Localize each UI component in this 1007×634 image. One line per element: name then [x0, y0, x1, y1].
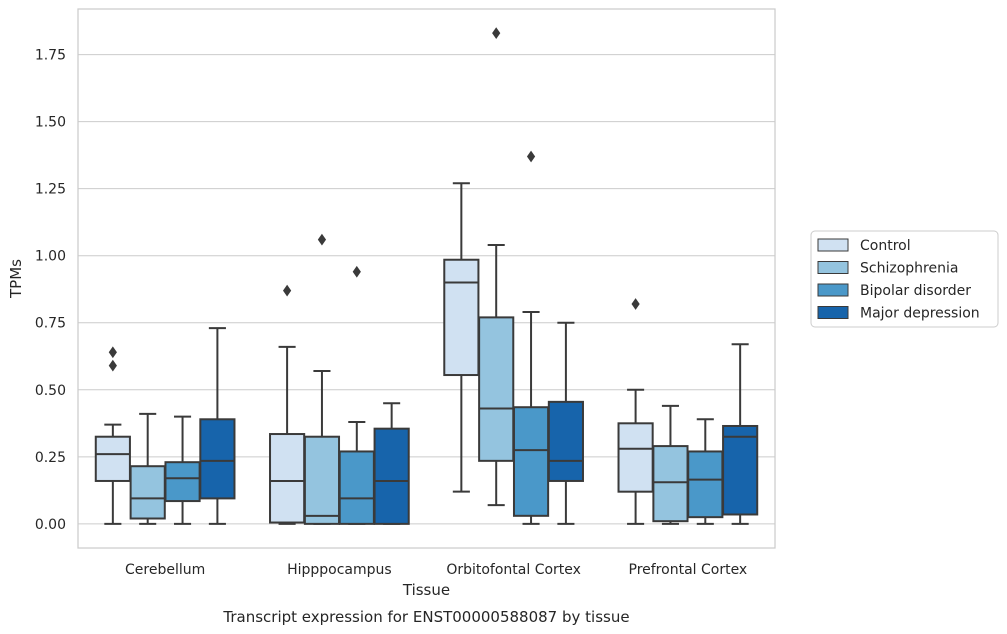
grid-lines — [78, 54, 775, 525]
x-tick-label: Cerebellum — [125, 562, 205, 578]
outlier-point — [631, 298, 640, 310]
box — [617, 422, 654, 493]
y-tick-label: 1.50 — [35, 115, 66, 131]
outlier-point — [352, 265, 361, 278]
y-tick-label: 0.25 — [35, 450, 66, 466]
legend-swatch — [817, 283, 849, 297]
legend-swatch — [817, 306, 849, 319]
outlier-point — [492, 27, 501, 40]
box — [373, 427, 410, 525]
legend-label: Schizophrenia — [860, 261, 958, 277]
outlier-point — [108, 346, 117, 359]
box — [722, 424, 759, 516]
legend-label: Bipolar disorder — [860, 283, 971, 299]
box — [303, 435, 341, 525]
legend-label: Major depression — [860, 306, 980, 322]
y-tick-labels: 0.00 0.25 0.50 0.75 1.00 1.25 1.50 1.75 — [35, 48, 66, 533]
box — [269, 433, 306, 524]
y-axis-label: TPMs — [7, 259, 25, 299]
legend-swatch — [817, 238, 849, 252]
y-tick-label: 0.75 — [35, 316, 66, 332]
y-tick-label: 1.75 — [35, 48, 66, 64]
box — [338, 450, 375, 525]
outlier-point — [108, 359, 117, 372]
y-tick-label: 0.00 — [35, 517, 66, 533]
outlier-point — [317, 233, 327, 246]
box — [652, 445, 689, 523]
series-bipolar-disorder — [164, 150, 724, 525]
outlier-point — [282, 284, 292, 297]
y-tick-label: 1.00 — [35, 249, 66, 265]
box — [478, 316, 515, 462]
box — [687, 450, 724, 519]
y-tick-label: 0.50 — [35, 383, 66, 399]
legend-frame — [810, 230, 999, 328]
box — [547, 400, 584, 482]
box — [129, 465, 166, 520]
box — [512, 406, 550, 517]
x-tick-label: Orbitofontal Cortex — [446, 562, 581, 578]
outlier-point — [526, 150, 536, 163]
box — [199, 418, 236, 500]
x-tick-label: Prefrontal Cortex — [629, 562, 748, 578]
series-schizophrenia — [129, 27, 689, 525]
legend-label: Control — [860, 238, 911, 254]
series-control — [94, 182, 654, 525]
box — [164, 461, 201, 503]
x-tick-label: Hipppocampus — [287, 562, 392, 578]
box — [94, 435, 131, 482]
box — [443, 258, 480, 377]
x-axis-label: Tissue — [402, 581, 450, 599]
chart-caption: Transcript expression for ENST0000058808… — [222, 608, 629, 626]
y-tick-label: 1.25 — [35, 182, 66, 198]
plot-area-frame — [77, 8, 776, 549]
series-major-depression — [199, 321, 759, 525]
legend-swatch — [817, 261, 849, 274]
x-tick-labels: Cerebellum Hipppocampus Orbitofontal Corte… — [125, 562, 747, 578]
box-series — [94, 27, 759, 525]
legend: Control Schizophrenia Bipolar disorder Majo… — [810, 230, 999, 328]
